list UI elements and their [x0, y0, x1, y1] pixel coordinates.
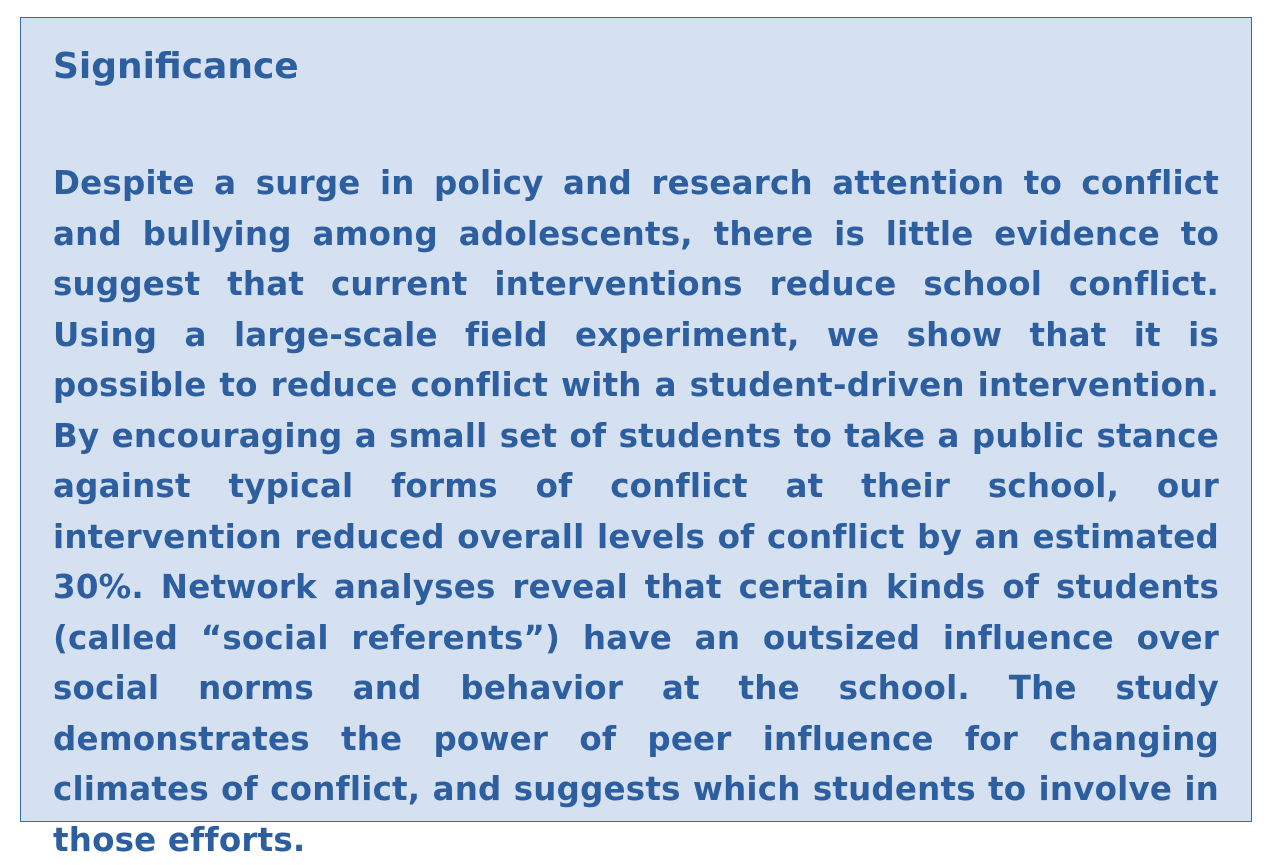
significance-body: Despite a surge in policy and research a… — [53, 164, 1219, 859]
significance-title: Significance — [53, 46, 299, 87]
significance-box: Significance Despite a surge in policy a… — [20, 17, 1252, 859]
